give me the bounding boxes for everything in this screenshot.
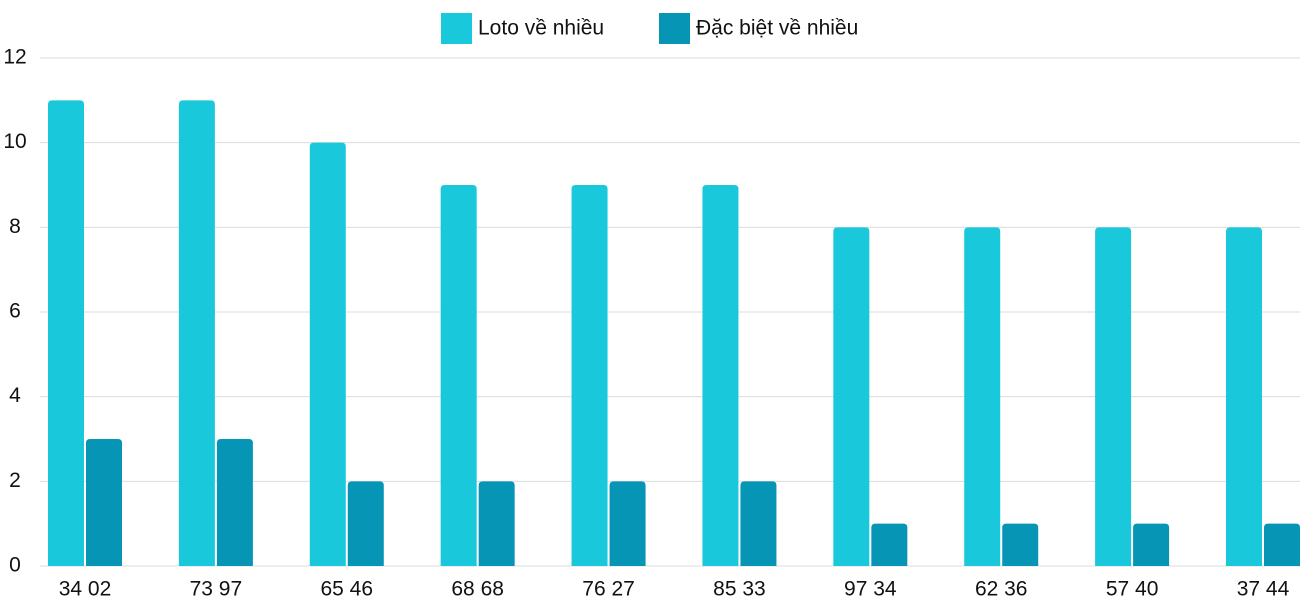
bar xyxy=(478,481,515,566)
x-tick-label: 73 97 xyxy=(190,578,243,600)
y-tick-label: 10 xyxy=(3,130,26,153)
x-tick-label: 34 02 xyxy=(59,578,112,600)
bar xyxy=(1095,227,1132,567)
x-tick-label: 76 27 xyxy=(582,578,635,600)
bar xyxy=(609,481,646,566)
y-tick-label: 4 xyxy=(9,384,21,407)
y-tick-label: 12 xyxy=(3,46,26,69)
bar xyxy=(702,185,739,566)
bar xyxy=(871,523,908,566)
x-tick-label: 97 34 xyxy=(844,578,897,600)
legend-swatch xyxy=(659,13,690,44)
x-tick-label: 57 40 xyxy=(1106,578,1159,600)
x-tick-label: 85 33 xyxy=(713,578,766,600)
x-tick-label: 65 46 xyxy=(320,578,373,600)
bar xyxy=(1133,523,1170,566)
bar xyxy=(571,185,608,566)
legend-swatch xyxy=(441,13,472,44)
bar xyxy=(740,481,777,566)
bar xyxy=(1264,523,1300,566)
x-tick-label: 68 68 xyxy=(451,578,504,600)
bar xyxy=(86,439,122,566)
bar xyxy=(178,100,215,566)
x-tick-label: 62 36 xyxy=(975,578,1028,600)
y-tick-label: 0 xyxy=(9,554,21,577)
bar xyxy=(216,439,253,566)
bar xyxy=(964,227,1001,567)
bar xyxy=(1002,523,1039,566)
bar xyxy=(1226,227,1262,567)
x-tick-label: 37 44 xyxy=(1237,578,1290,600)
bar xyxy=(309,142,346,566)
legend-label: Đặc biệt về nhiều xyxy=(696,17,858,40)
bar xyxy=(347,481,384,566)
y-tick-label: 6 xyxy=(9,300,21,323)
legend-label: Loto về nhiều xyxy=(478,17,604,40)
bar xyxy=(440,185,477,566)
bar xyxy=(48,100,84,566)
bar xyxy=(833,227,870,567)
y-tick-label: 2 xyxy=(9,469,21,492)
y-tick-label: 8 xyxy=(9,215,21,238)
